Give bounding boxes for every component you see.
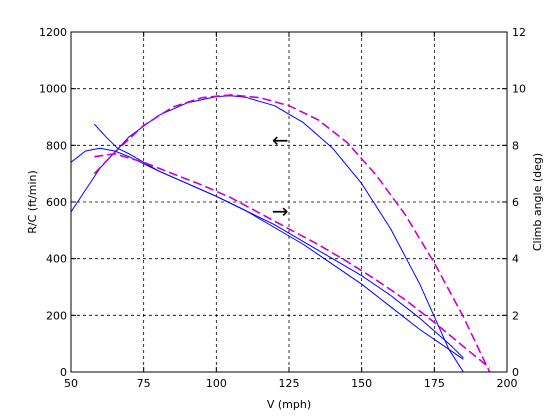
y-left-tick-label: 1000 [39, 83, 67, 96]
y-left-tick-label: 400 [46, 253, 67, 266]
x-tick-label: 125 [279, 377, 300, 390]
x-tick-label: 50 [64, 377, 78, 390]
y-left-tick-label: 0 [60, 366, 67, 379]
annotations: ←→ [272, 128, 289, 223]
annotation-arrow-1: → [272, 199, 289, 223]
annotation-arrow-0: ← [272, 128, 289, 152]
x-tick-label: 75 [137, 377, 151, 390]
series-line-rc-1 [93, 94, 491, 373]
x-axis-label: V (mph) [267, 398, 311, 411]
y-right-tick-label: 0 [512, 366, 519, 379]
y-right-tick-label: 8 [512, 139, 519, 152]
x-tick-label: 100 [206, 377, 227, 390]
y-left-tick-label: 1200 [39, 26, 67, 39]
y-right-tick-label: 12 [512, 26, 526, 39]
x-tick-label: 175 [424, 377, 445, 390]
y-left-tick-label: 600 [46, 196, 67, 209]
series-layer [70, 94, 491, 373]
x-tick-label: 150 [351, 377, 372, 390]
y-axis-right-label: Climb angle (deg) [531, 153, 544, 251]
y-left-tick-label: 200 [46, 309, 67, 322]
y-right-tick-label: 4 [512, 253, 519, 266]
y-right-tick-label: 6 [512, 196, 519, 209]
tick-marks [70, 31, 508, 373]
y-right-tick-label: 10 [512, 83, 526, 96]
y-left-tick-label: 800 [46, 139, 67, 152]
series-line-climb-angle-4 [94, 153, 491, 369]
x-tick-label: 200 [497, 377, 518, 390]
y-right-tick-label: 2 [512, 309, 519, 322]
y-left-tick-labels: 0 200 400 600 800 1000 1200 [39, 26, 67, 379]
x-tick-labels: 50 75 100 125 150 175 200 [64, 377, 518, 390]
y-axis-left-label: R/C (ft/min) [26, 170, 39, 234]
grid-lines [71, 32, 507, 372]
y-right-tick-labels: 0 2 4 6 8 10 12 [512, 26, 526, 379]
series-line-climb-angle-3 [93, 123, 464, 360]
